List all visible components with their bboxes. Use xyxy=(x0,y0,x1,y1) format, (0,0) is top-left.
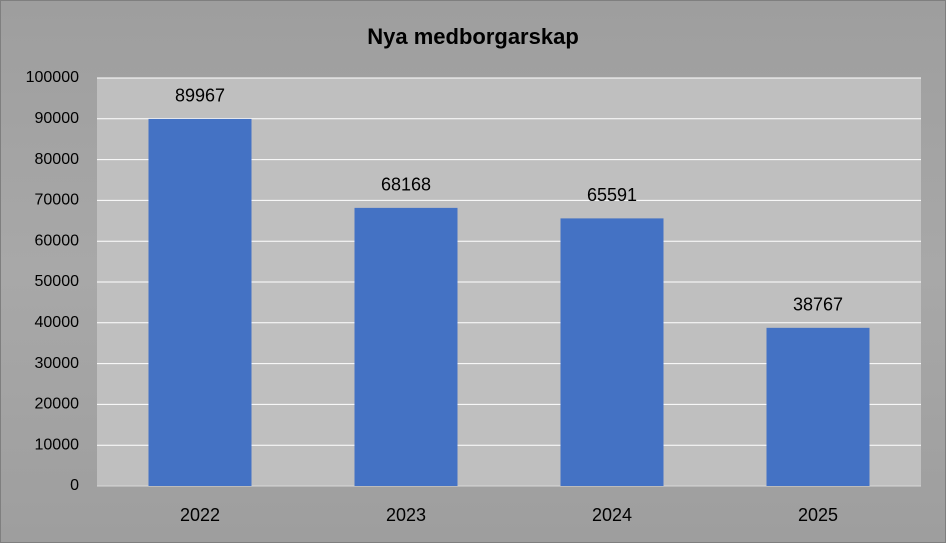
y-tick-label: 0 xyxy=(70,477,79,494)
x-tick-label: 2022 xyxy=(180,505,220,525)
y-tick-label: 50000 xyxy=(35,273,80,290)
data-label: 65591 xyxy=(587,185,637,205)
x-tick-label: 2025 xyxy=(798,505,838,525)
x-tick-label: 2023 xyxy=(386,505,426,525)
bar xyxy=(766,327,870,486)
data-label: 68168 xyxy=(381,175,431,195)
y-tick-label: 20000 xyxy=(35,396,80,413)
data-label: 89967 xyxy=(175,86,225,106)
y-tick-label: 10000 xyxy=(35,436,80,453)
y-tick-label: 80000 xyxy=(35,151,80,168)
y-tick-label: 60000 xyxy=(35,232,80,249)
y-tick-label: 90000 xyxy=(35,110,80,127)
bar xyxy=(354,207,458,486)
y-tick-label: 40000 xyxy=(35,314,80,331)
bar xyxy=(560,218,664,486)
y-tick-label: 70000 xyxy=(35,192,80,209)
x-tick-label: 2024 xyxy=(592,505,632,525)
bar xyxy=(148,118,252,487)
y-tick-label: 30000 xyxy=(35,355,80,372)
data-label: 38767 xyxy=(793,295,843,315)
chart-title: Nya medborgarskap xyxy=(367,24,579,49)
y-tick-label: 100000 xyxy=(26,69,79,86)
